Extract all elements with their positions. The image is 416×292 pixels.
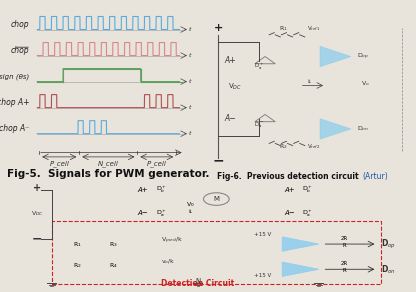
Text: (Artur): (Artur): [362, 172, 388, 181]
Polygon shape: [282, 237, 319, 251]
Text: V$_{DC}$: V$_{DC}$: [228, 82, 243, 92]
Text: sign (θs): sign (θs): [0, 73, 30, 80]
Text: chop: chop: [11, 46, 30, 55]
Text: R$_3$: R$_3$: [109, 240, 118, 248]
Text: N: N: [196, 278, 201, 284]
Text: t: t: [188, 27, 191, 32]
Text: D$_{op}$: D$_{op}$: [357, 51, 369, 62]
Text: t: t: [188, 131, 191, 136]
Text: D$_{on}$: D$_{on}$: [357, 124, 369, 133]
Text: D$_a^+$: D$_a^+$: [302, 208, 313, 219]
Text: A−: A−: [224, 114, 236, 123]
Polygon shape: [282, 262, 319, 277]
Text: D$_b^+$: D$_b^+$: [302, 185, 313, 195]
Text: chop A+: chop A+: [0, 98, 30, 107]
Text: V$_{ref1}$: V$_{ref1}$: [307, 24, 321, 33]
Text: D$_a^+$: D$_a^+$: [156, 208, 167, 219]
Text: V$_0$: V$_0$: [186, 200, 195, 209]
Text: A−: A−: [284, 211, 295, 216]
Text: A+: A+: [284, 187, 295, 193]
Text: R$_2$: R$_2$: [73, 261, 82, 270]
Text: t: t: [188, 53, 191, 58]
Text: V$_{DC}$: V$_{DC}$: [30, 209, 43, 218]
Text: D$_a^−$: D$_a^−$: [254, 120, 264, 130]
Text: D$_{on}$: D$_{on}$: [381, 263, 396, 276]
Text: R$_1$: R$_1$: [279, 24, 288, 33]
Text: i$_L$: i$_L$: [188, 207, 194, 216]
Text: +: +: [33, 183, 41, 193]
Text: +15 V: +15 V: [254, 232, 271, 237]
Text: R: R: [342, 268, 347, 273]
Text: Fig-5.  Signals for PWM generator.: Fig-5. Signals for PWM generator.: [7, 169, 210, 179]
Text: D$_a^+$: D$_a^+$: [254, 61, 264, 72]
Text: Fig-6.  Previous detection circuit: Fig-6. Previous detection circuit: [218, 172, 362, 181]
Text: −: −: [213, 154, 224, 168]
Text: P_cell: P_cell: [147, 160, 167, 167]
Text: V$_{pred}$/k: V$_{pred}$/k: [161, 235, 184, 246]
Polygon shape: [320, 119, 351, 139]
Text: +: +: [213, 22, 223, 33]
Text: Detection Circuit: Detection Circuit: [161, 279, 235, 288]
Text: chop: chop: [11, 20, 30, 29]
Text: R$_4$: R$_4$: [109, 261, 118, 270]
Text: V$_o$: V$_o$: [361, 79, 370, 88]
Text: M: M: [213, 196, 219, 202]
Text: R$_2$: R$_2$: [279, 142, 288, 151]
Text: D$_{op}$: D$_{op}$: [381, 237, 396, 251]
Text: i$_L$: i$_L$: [307, 77, 313, 86]
Text: −: −: [32, 232, 42, 245]
Text: 2R: 2R: [341, 261, 348, 266]
Text: A+: A+: [138, 187, 149, 193]
Text: P_cell: P_cell: [50, 160, 69, 167]
Text: 2R: 2R: [341, 236, 348, 241]
Text: R$_1$: R$_1$: [73, 240, 82, 248]
Text: R: R: [342, 243, 347, 248]
Text: A+: A+: [224, 56, 236, 65]
Text: chop A⁻: chop A⁻: [0, 124, 30, 133]
Text: t: t: [188, 79, 191, 84]
Text: v$_o$/k: v$_o$/k: [161, 258, 176, 267]
Text: +15 V: +15 V: [254, 273, 271, 278]
Text: A−: A−: [138, 211, 149, 216]
Polygon shape: [320, 46, 351, 67]
Text: N_cell: N_cell: [98, 160, 119, 167]
Text: D$_b^+$: D$_b^+$: [156, 185, 167, 195]
Text: t: t: [188, 105, 191, 110]
Text: V$_{ref2}$: V$_{ref2}$: [307, 142, 321, 151]
